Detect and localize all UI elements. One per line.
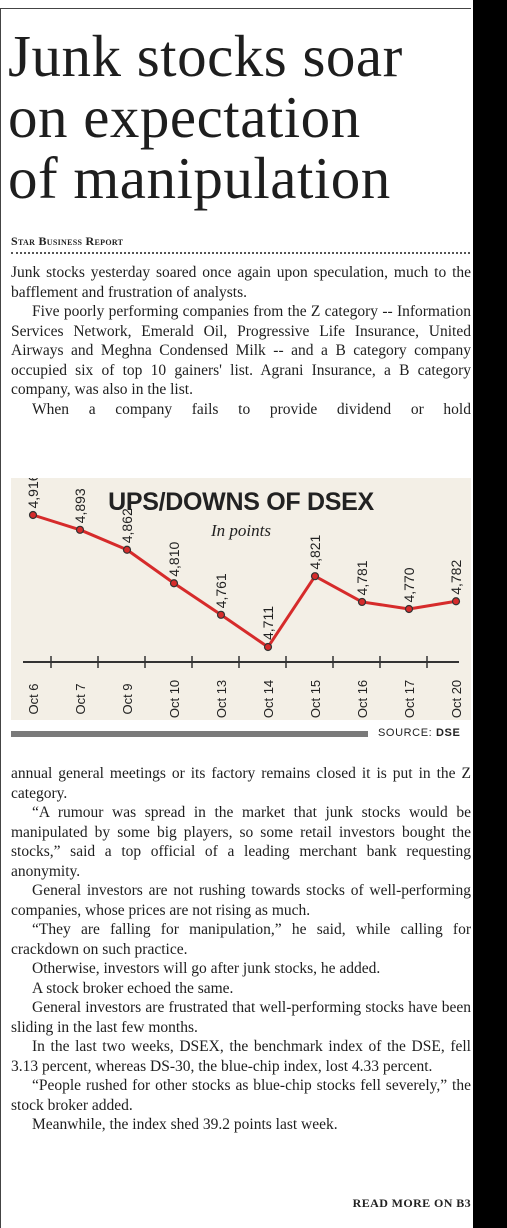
dotted-divider xyxy=(11,252,470,254)
headline-line-1: Junk stocks soar xyxy=(8,23,403,89)
x-tick-label: Oct 6 xyxy=(26,683,41,714)
left-border xyxy=(0,8,1,1228)
article-body-bottom: annual general meetings or its factory r… xyxy=(11,764,471,1135)
data-point xyxy=(28,510,38,520)
dsex-chart: UPS/DOWNS OF DSEX In points Oct 6 Oct 7 Oc… xyxy=(11,478,471,720)
chart-plot: Oct 6 Oct 7 Oct 9 Oct 10 Oct 13 Oct 14 Oct 15 O… xyxy=(23,478,464,718)
x-tick-label: Oct 9 xyxy=(120,683,135,714)
data-label: 4,781 xyxy=(354,560,370,595)
chart-title: UPS/DOWNS OF DSEX xyxy=(108,488,374,516)
paragraph: Junk stocks yesterday soared once again … xyxy=(11,264,471,301)
headline-line-2: on expectation xyxy=(8,84,361,150)
series-line xyxy=(32,513,457,649)
article-body-top: Junk stocks yesterday soared once again … xyxy=(11,263,471,419)
paragraph: Meanwhile, the index shed 39.2 points la… xyxy=(32,1116,338,1133)
data-point xyxy=(451,597,461,606)
paragraph: “They are falling for manipulation,” he … xyxy=(11,921,471,958)
x-tick-label: Oct 17 xyxy=(402,680,417,718)
chart-subtitle: In points xyxy=(211,521,271,540)
paragraph: “People rushed for other stocks as blue-… xyxy=(11,1077,471,1114)
chart-source: SOURCE: DSE xyxy=(378,727,460,739)
headline-line-3: of manipulation xyxy=(8,145,391,211)
byline: Star Business Report xyxy=(11,234,124,248)
data-point xyxy=(263,642,273,652)
x-tick-label: Oct 15 xyxy=(308,680,323,718)
x-tick-label: Oct 13 xyxy=(214,680,229,718)
page-edge-bar xyxy=(473,0,507,1228)
data-point xyxy=(75,525,85,534)
source-value: DSE xyxy=(435,727,461,739)
paragraph: Five poorly performing companies from th… xyxy=(11,303,471,398)
paragraph: annual general meetings or its factory r… xyxy=(11,765,471,802)
x-tick-label: Oct 20 xyxy=(449,680,464,718)
data-label: 4,761 xyxy=(213,573,229,608)
data-point xyxy=(122,545,132,554)
headline: Junk stocks soar on expectation of manip… xyxy=(8,26,478,209)
data-label: 4,862 xyxy=(119,508,135,543)
data-label: 4,821 xyxy=(307,534,323,569)
data-label: 4,893 xyxy=(72,488,88,523)
read-more-link[interactable]: READ MORE ON B3 xyxy=(352,1196,471,1210)
x-tick-label: Oct 14 xyxy=(261,680,276,718)
paragraph: A stock broker echoed the same. xyxy=(32,979,234,997)
paragraph: Otherwise, investors will go after junk … xyxy=(32,960,381,977)
top-border xyxy=(0,8,471,9)
paragraph: “A rumour was spread in the market that … xyxy=(11,804,471,880)
data-point xyxy=(404,604,414,614)
data-point xyxy=(216,610,226,619)
data-label: 4,916 xyxy=(25,478,41,509)
data-point xyxy=(357,597,367,607)
data-label: 4,770 xyxy=(401,567,417,602)
data-label: 4,782 xyxy=(448,560,464,595)
paragraph: In the last two weeks, DSEX, the benchma… xyxy=(11,1038,471,1075)
source-label: SOURCE: xyxy=(378,727,433,739)
x-tick-label: Oct 7 xyxy=(73,683,88,714)
paragraph: General investors are frustrated that we… xyxy=(11,999,471,1036)
x-tick-label: Oct 16 xyxy=(355,680,370,718)
data-label: 4,810 xyxy=(166,542,182,577)
source-bar xyxy=(11,731,368,737)
paragraph: General investors are not rushing toward… xyxy=(11,882,471,919)
data-point xyxy=(310,572,320,581)
paragraph: When a company fails to provide dividend… xyxy=(32,400,471,418)
x-tick-label: Oct 10 xyxy=(167,680,182,718)
data-label: 4,711 xyxy=(260,606,276,640)
data-point xyxy=(169,579,179,588)
